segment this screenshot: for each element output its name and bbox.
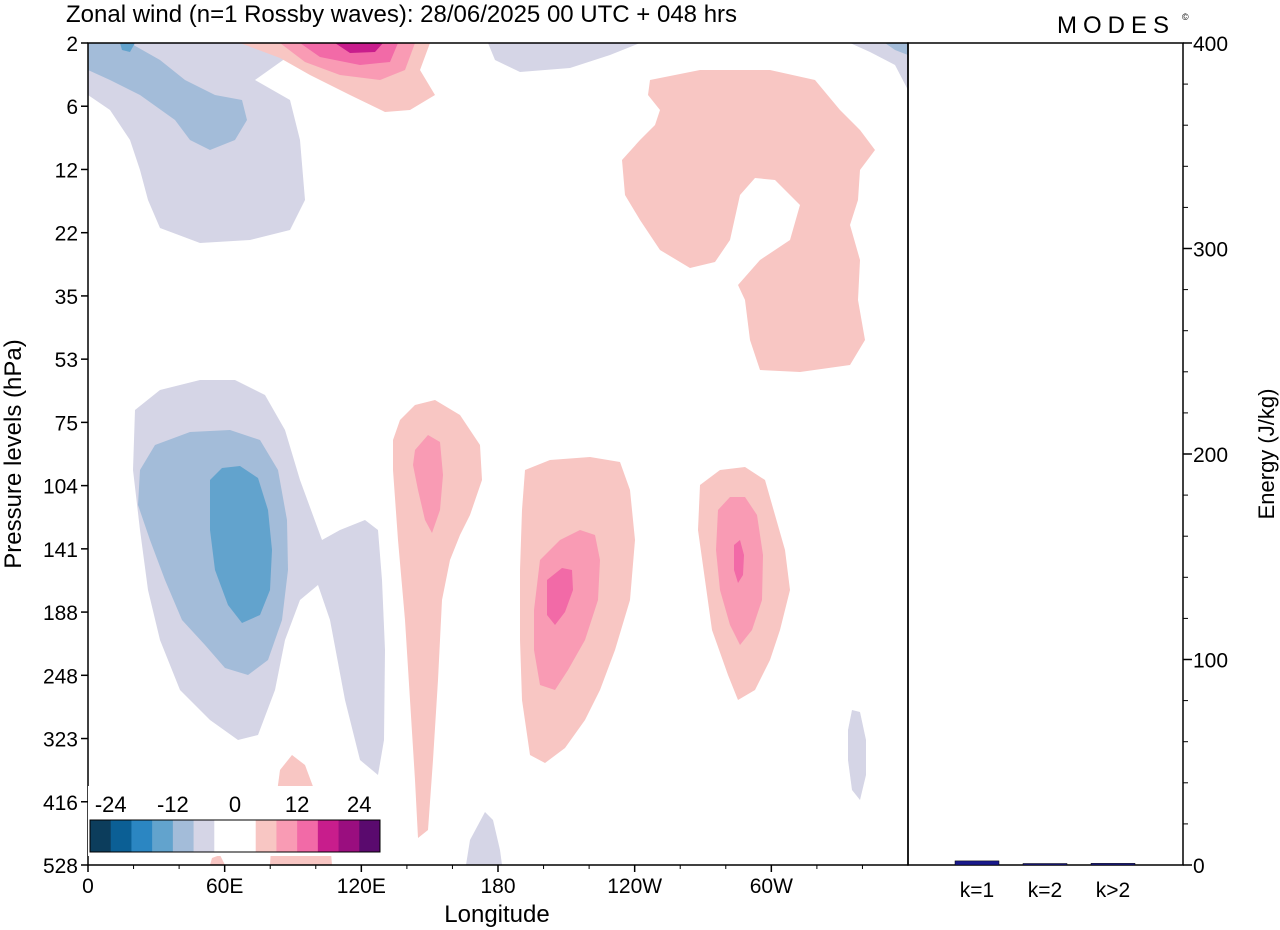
colorbar-swatch [193,820,215,852]
colorbar-swatch [317,820,340,852]
region-pink-blob-tiny [210,855,225,865]
energy-bar [1022,863,1068,866]
y-tick-label: 323 [43,729,78,752]
energy-category-label: k=1 [960,879,994,902]
energy-tick-label: 100 [1193,650,1228,673]
x-tick-label: 180 [480,875,515,898]
region-pink-column-mid [413,435,443,533]
colorbar-swatch [276,820,298,852]
y-tick-label: 104 [43,476,78,499]
region-pink-180-strong [547,568,573,625]
x-tick-label: 120W [607,875,662,898]
colorbar-swatch [359,820,381,852]
colorbar-tick-label: 12 [285,792,309,817]
energy-bars: k=1 k=2 k>2 [954,860,1136,902]
colorbar: -24 -12 0 12 24 [88,786,382,856]
y-tick-label: 6 [66,96,78,119]
region-top-blue-right-mid [885,43,908,55]
colorbar-swatch [110,820,132,852]
y-tick-label: 22 [55,223,78,246]
energy-tick-label: 0 [1193,855,1205,878]
region-blue-blob-right [848,710,866,800]
region-top-blue-center [488,43,640,72]
y-tick-label: 12 [55,159,78,182]
energy-bar [1090,863,1136,866]
colorbar-swatch [152,820,174,852]
colorbar-swatch [90,820,112,852]
region-pink-column-light [393,400,482,838]
brand-logo: MODES [1057,12,1175,39]
region-lower-blue-core [210,466,272,623]
y-tick-label: 53 [55,349,78,372]
y-tick-label: 248 [43,665,78,688]
colorbar-frame [89,819,381,853]
x-tick-label: 60E [206,875,243,898]
colorbar-swatch [214,820,236,852]
region-upper-pink-right [622,70,875,372]
energy-frame [907,42,1184,866]
chart-title: Zonal wind (n=1 Rossby waves): 28/06/202… [66,1,737,28]
energy-tick-label: 400 [1193,33,1228,56]
region-top-pink-max [335,43,383,53]
region-upper-blue-mid [88,43,247,150]
x-tick-label: 120E [337,875,386,898]
colorbar-tick-label: 0 [229,792,241,817]
y-tick-label: 188 [43,602,78,625]
energy-tick-label: 300 [1193,239,1228,262]
energy-axis-label: Energy (J/kg) [1254,389,1279,520]
colorbar-tick-label: 24 [347,792,371,817]
y-axis-label: Pressure levels (hPa) [0,339,27,568]
colorbar-swatch [131,820,153,852]
region-pink-180-mid [534,530,600,690]
region-blue-blob-bottom [466,812,502,865]
region-upper-blue-dark [120,43,135,52]
colorbar-swatch [235,820,257,852]
x-tick-label: 0 [82,875,94,898]
x-axis-label: Longitude [444,901,549,928]
energy-category-label: k>2 [1096,879,1130,902]
region-pink-80W-core [734,540,744,583]
colorbar-swatch [297,820,319,852]
wind-field [88,43,908,865]
colorbar-swatch [172,820,195,852]
field-axes: 0 60E 120E 180 120W 60W 2 6 12 22 35 53 75 104 141 188 2… [43,33,863,898]
x-tick-label: 60W [750,875,793,898]
y-tick-label: 416 [43,792,78,815]
colorbar-swatch [255,820,277,852]
y-tick-label: 35 [55,286,78,309]
brand-mark: © [1182,12,1189,22]
energy-bar [954,860,1000,866]
colorbar-tick-label: -12 [157,792,189,817]
y-tick-label: 2 [66,33,78,56]
energy-axes: 0 100 200 300 400 [1183,33,1228,878]
y-tick-label: 75 [55,412,78,435]
region-top-blue-right [850,43,908,90]
y-tick-label: 141 [43,539,78,562]
colorbar-tick-label: -24 [95,792,127,817]
y-tick-label: 528 [43,855,78,878]
energy-category-label: k=2 [1028,879,1062,902]
colorbar-swatch [338,820,360,852]
energy-tick-label: 200 [1193,444,1228,467]
